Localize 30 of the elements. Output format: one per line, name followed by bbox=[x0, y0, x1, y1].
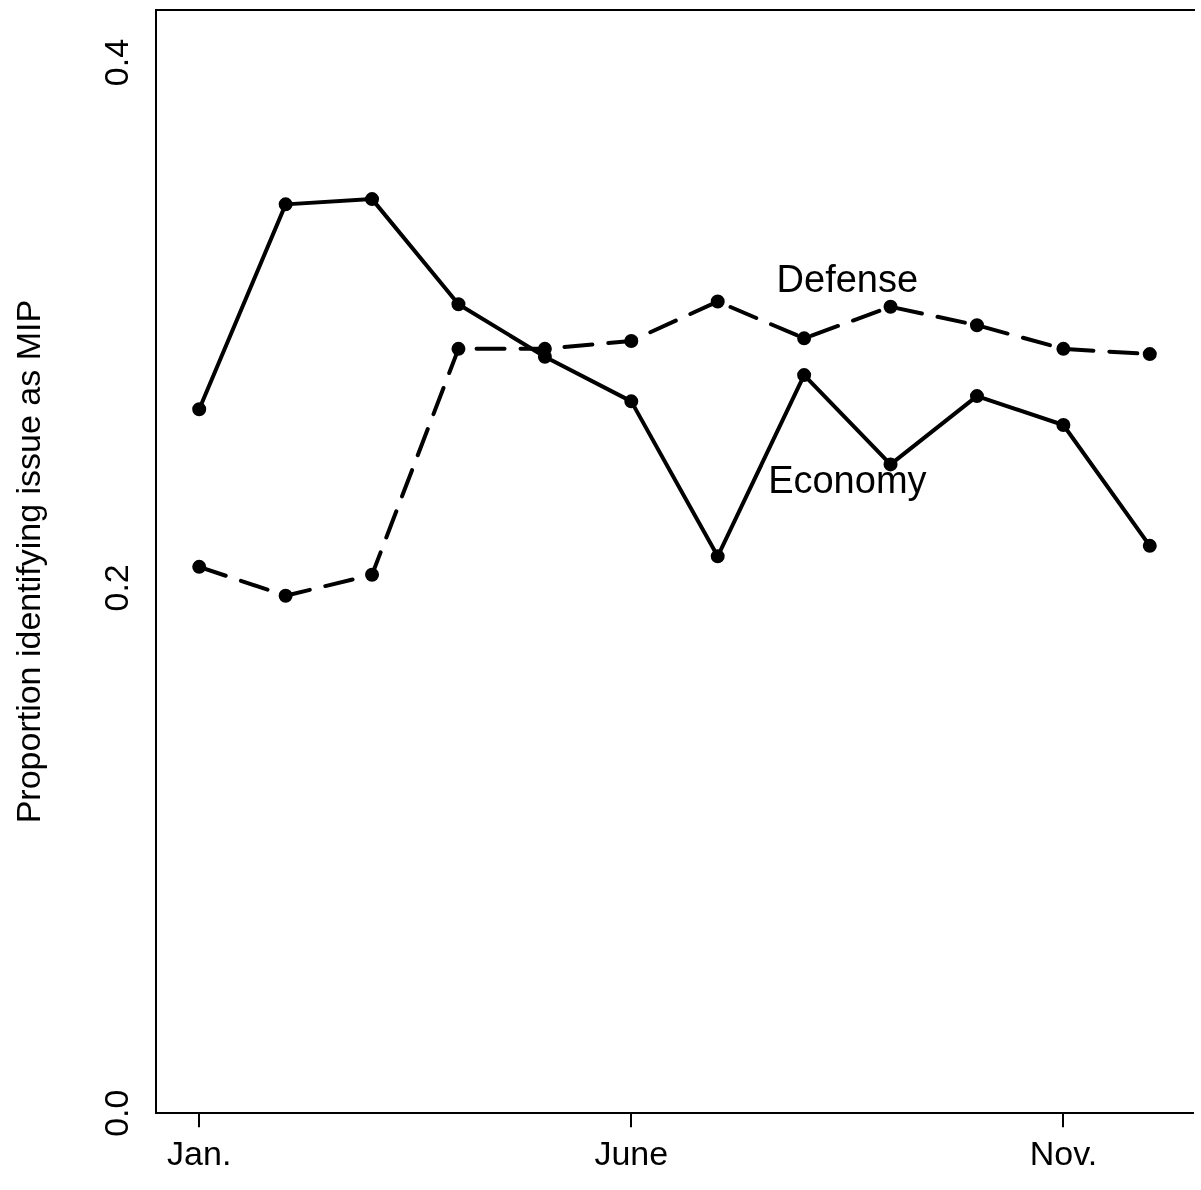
point bbox=[797, 368, 812, 383]
x-tick-label: Nov. bbox=[1029, 1133, 1098, 1172]
point bbox=[192, 559, 207, 574]
x-tick-label: June bbox=[594, 1133, 669, 1172]
point bbox=[1056, 341, 1071, 356]
point bbox=[624, 333, 639, 348]
y-tick-label: 0.2 bbox=[97, 564, 136, 612]
x-tick-label: Jan. bbox=[167, 1133, 232, 1172]
series-label: Defense bbox=[776, 258, 919, 301]
point bbox=[451, 297, 466, 312]
point bbox=[451, 341, 466, 356]
point bbox=[624, 394, 639, 409]
series-label: Economy bbox=[768, 459, 927, 502]
y-axis-title: Proportion identifying issue as MIP bbox=[8, 299, 47, 824]
point bbox=[365, 192, 380, 207]
point bbox=[710, 549, 725, 564]
point bbox=[192, 402, 207, 417]
point bbox=[969, 318, 984, 333]
point bbox=[278, 588, 293, 603]
point bbox=[969, 389, 984, 404]
point bbox=[710, 294, 725, 309]
point bbox=[1142, 538, 1157, 553]
point bbox=[1142, 347, 1157, 362]
point bbox=[278, 197, 293, 212]
point bbox=[797, 331, 812, 346]
y-tick-label: 0.0 bbox=[97, 1089, 136, 1137]
y-tick-label: 0.4 bbox=[97, 38, 136, 87]
point bbox=[1056, 418, 1071, 433]
point bbox=[883, 299, 898, 314]
point bbox=[365, 567, 380, 582]
